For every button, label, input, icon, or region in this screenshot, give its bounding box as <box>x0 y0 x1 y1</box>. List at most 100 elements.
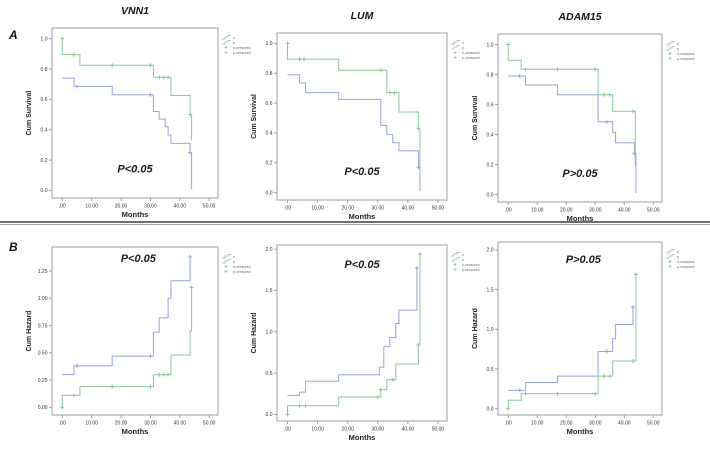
y-tick-label: 0.4 <box>41 127 48 133</box>
y-tick-label: 0.4 <box>266 131 273 137</box>
y-tick-label: 0.0 <box>487 192 494 198</box>
x-tick-label: 50.00 <box>203 421 216 427</box>
chart-title: ADAM15 <box>557 11 601 23</box>
curve-green <box>507 44 636 166</box>
legend-censor-swatch <box>453 263 457 266</box>
censor-mark <box>607 374 612 379</box>
y-axis-label: Cum Survival <box>26 91 33 136</box>
censor-mark <box>74 84 79 89</box>
legend-censor-swatch <box>224 270 228 273</box>
x-tick-label: 40.00 <box>402 206 415 212</box>
legend-censor-swatch <box>224 46 228 49</box>
censor-mark <box>506 42 511 47</box>
x-tick-label: 10.00 <box>85 204 98 210</box>
y-tick-label: 0.25 <box>38 378 48 384</box>
x-tick-label: .00 <box>505 421 512 427</box>
plot-frame <box>497 33 663 203</box>
curve-blue <box>287 268 418 396</box>
legend-line-swatch <box>451 40 460 45</box>
legend-label: p <box>233 41 235 45</box>
y-tick-label: 0.0 <box>266 412 273 418</box>
legend-line-swatch <box>666 249 675 254</box>
y-axis-label: Cum Hazard <box>251 313 258 354</box>
censor-mark <box>604 119 609 124</box>
x-tick-label: 10.00 <box>311 427 324 433</box>
censor-mark <box>297 403 302 408</box>
legend-label: n-censored <box>677 52 695 56</box>
plot-frame <box>497 241 663 416</box>
curve-blue <box>62 256 191 376</box>
censor-mark <box>414 266 419 271</box>
censor-mark <box>188 254 193 259</box>
chart-adam15-hazard: .00 10.00 20.00 30.00 40.00 50.00 0.0 0.5 1.0 1.5… <box>472 241 695 436</box>
censor-mark <box>601 374 606 379</box>
legend-censor-swatch <box>668 260 672 263</box>
censor-mark <box>72 393 77 398</box>
y-tick-label: 0.0 <box>266 190 273 196</box>
censor-mark <box>416 126 421 131</box>
x-tick-label: 30.00 <box>144 204 157 210</box>
y-tick-label: 1.0 <box>487 42 494 48</box>
y-tick-label: 0.8 <box>41 67 48 73</box>
curve-blue <box>508 75 637 193</box>
x-tick-label: .00 <box>59 421 66 427</box>
censor-mark <box>148 354 153 359</box>
censor-mark <box>630 305 635 310</box>
censor-mark <box>416 342 421 347</box>
y-tick-label: 1.00 <box>38 296 48 302</box>
p-value-label: P>0.05 <box>566 254 602 266</box>
censor-mark <box>630 359 635 364</box>
y-tick-label: 0.2 <box>487 162 494 168</box>
legend-label: n-censored <box>462 263 480 267</box>
censor-mark <box>161 75 166 80</box>
censor-mark <box>378 68 383 73</box>
x-tick-label: .00 <box>284 427 291 433</box>
plot-frame <box>51 246 219 416</box>
legend-label: p <box>677 255 679 259</box>
censor-mark <box>72 52 77 57</box>
panel-label-a: A <box>9 28 18 42</box>
x-tick-label: 20.00 <box>115 421 128 427</box>
legend-censor-swatch <box>453 51 457 54</box>
x-tick-label: 30.00 <box>144 421 157 427</box>
chart-title: VNN1 <box>121 5 149 17</box>
legend-censor-swatch <box>668 265 672 268</box>
x-tick-label: 40.00 <box>402 427 415 433</box>
chart-title: LUM <box>351 10 374 22</box>
x-tick-label: 40.00 <box>618 208 631 214</box>
legend-line-swatch <box>451 45 460 50</box>
x-tick-label: 50.00 <box>203 204 216 210</box>
censor-mark <box>607 92 612 97</box>
x-axis-label: Months <box>349 433 376 442</box>
censor-mark <box>375 395 380 400</box>
censor-mark <box>593 67 598 72</box>
x-tick-label: 20.00 <box>115 204 128 210</box>
legend-line-swatch <box>222 254 231 259</box>
x-tick-label: 40.00 <box>618 421 631 427</box>
x-tick-label: .00 <box>505 208 512 214</box>
y-tick-label: 0.50 <box>38 351 48 357</box>
censor-mark <box>517 74 522 78</box>
chart-lum-hazard: .00 10.00 20.00 30.00 40.00 50.00 0.0 0.5 1.0 1.5… <box>251 244 480 442</box>
y-axis-label: Cum Hazard <box>26 311 33 352</box>
y-tick-label: 1.0 <box>41 36 48 42</box>
censor-mark <box>110 384 115 389</box>
legend-label: n <box>462 41 464 45</box>
y-axis-label: Cum Hazard <box>472 308 479 349</box>
censor-mark <box>555 391 560 396</box>
x-axis-label: Months <box>122 210 149 219</box>
legend-label: p-censored <box>677 265 695 269</box>
legend-line-swatch <box>222 35 231 40</box>
y-tick-label: 1.25 <box>38 269 48 275</box>
p-value-label: P<0.05 <box>121 253 157 265</box>
legend-label: n-censored <box>233 46 251 50</box>
x-tick-label: 10.00 <box>311 206 324 212</box>
legend-label: p-censored <box>462 268 480 272</box>
x-tick-label: 20.00 <box>341 427 354 433</box>
censor-mark <box>189 285 194 290</box>
censor-mark <box>387 90 392 95</box>
legend-label: n <box>677 250 679 254</box>
chart-adam15-survival: .00 10.00 20.00 30.00 40.00 50.00 0.0 0.2 0.4 0.6… <box>472 11 695 223</box>
